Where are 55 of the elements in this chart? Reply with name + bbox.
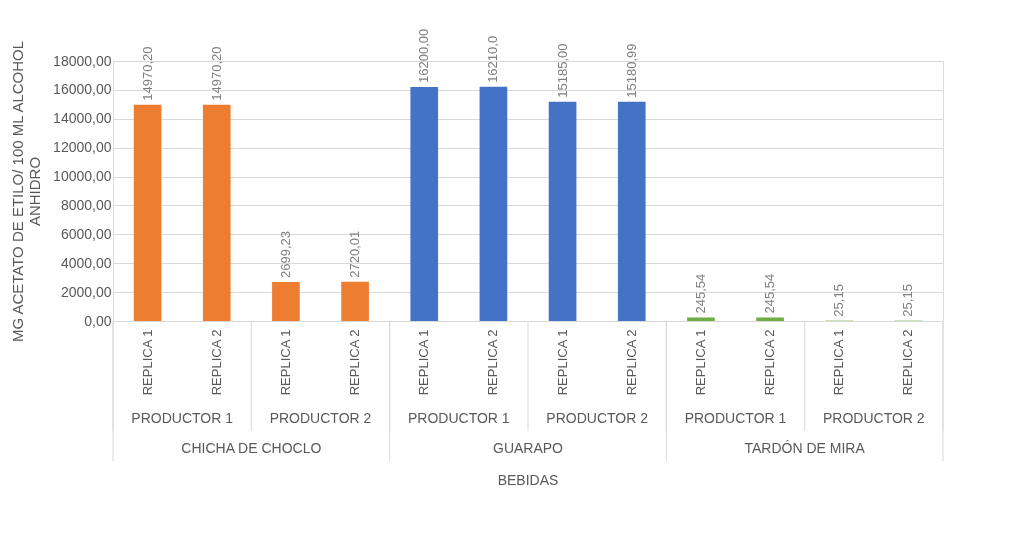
bar bbox=[687, 317, 715, 321]
y-tick-label: 10000,00 bbox=[53, 168, 112, 185]
text: PRODUCTOR 1 bbox=[131, 410, 234, 426]
y-tick-label: 4000,00 bbox=[60, 254, 112, 271]
x-tick-label: REPLICA 1 bbox=[139, 329, 155, 396]
y-tick-label: 2000,00 bbox=[60, 283, 112, 300]
text: PRODUCTOR 2 bbox=[269, 410, 372, 426]
y-tick-label: 18000,00 bbox=[53, 52, 112, 69]
x-tick-label: REPLICA 2 bbox=[900, 329, 916, 396]
text: GUARAPO bbox=[492, 440, 564, 456]
bar bbox=[548, 101, 577, 321]
y-axis-title: MG ACETATO DE ETILO/ 100 ML ALCOHOL ANHIDRO bbox=[9, 40, 44, 343]
bar bbox=[133, 104, 162, 321]
y-tick-label: 16000,00 bbox=[53, 81, 112, 98]
data-label: 25,15 bbox=[900, 284, 916, 317]
bar bbox=[272, 282, 300, 321]
text: CHICHA DE CHOCLO bbox=[181, 440, 322, 456]
text: PRODUCTOR 1 bbox=[684, 410, 787, 426]
data-label: 2699,23 bbox=[277, 231, 293, 279]
x-tick-label: REPLICA 1 bbox=[416, 329, 432, 396]
x-tick-label: REPLICA 1 bbox=[692, 329, 708, 396]
data-label: 245,54 bbox=[692, 273, 708, 314]
x-tick-label: REPLICA 2 bbox=[485, 329, 501, 396]
data-label: 14970,20 bbox=[139, 46, 155, 101]
data-label: 16200,00 bbox=[416, 28, 432, 83]
data-label: 15180,99 bbox=[623, 43, 639, 98]
y-tick-label: 0,00 bbox=[84, 312, 112, 329]
data-label: 14970,20 bbox=[208, 46, 224, 101]
text: PRODUCTOR 2 bbox=[823, 410, 925, 426]
bar bbox=[202, 104, 231, 321]
data-label: 16210,0 bbox=[485, 35, 501, 83]
bar bbox=[479, 86, 508, 321]
data-label: 2720,01 bbox=[347, 230, 363, 278]
y-tick-label: 14000,00 bbox=[53, 110, 112, 127]
y-tick-label: 12000,00 bbox=[53, 139, 112, 156]
text: TARDÓN DE MIRA bbox=[744, 440, 866, 456]
bar bbox=[756, 317, 784, 321]
text: PRODUCTOR 2 bbox=[546, 410, 649, 426]
x-tick-label: REPLICA 1 bbox=[554, 329, 570, 396]
x-tick-label: REPLICA 1 bbox=[831, 329, 847, 396]
y-tick-label: 6000,00 bbox=[60, 225, 112, 242]
x-tick-label: REPLICA 2 bbox=[208, 329, 224, 396]
x-tick-label: REPLICA 2 bbox=[762, 329, 778, 396]
data-label: 25,15 bbox=[831, 284, 847, 317]
bar bbox=[410, 87, 439, 321]
text: BEBIDAS bbox=[497, 472, 559, 488]
data-label: 245,54 bbox=[762, 273, 778, 314]
data-label: 15185,00 bbox=[554, 43, 570, 98]
y-tick-label: 8000,00 bbox=[60, 196, 112, 213]
x-tick-label: REPLICA 2 bbox=[623, 329, 639, 396]
x-tick-label: REPLICA 1 bbox=[277, 329, 293, 396]
bar bbox=[341, 281, 369, 321]
text: PRODUCTOR 1 bbox=[408, 410, 510, 426]
bar bbox=[617, 101, 646, 321]
x-tick-label: REPLICA 2 bbox=[347, 329, 363, 396]
